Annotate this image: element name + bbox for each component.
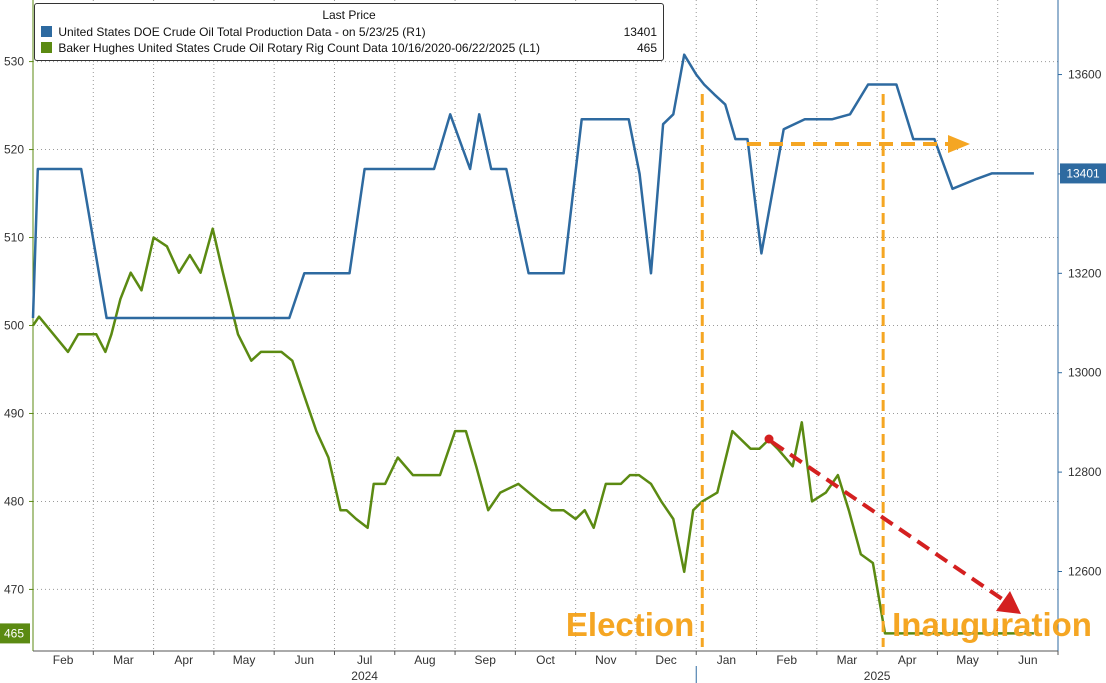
right-axis: 12600128001300013200134001360013401 [1057,0,1106,651]
month-label: May [956,653,979,667]
month-label: Apr [898,653,917,667]
left-tick-label: 500 [4,319,24,333]
legend-value-rig-count: 465 [636,41,657,55]
month-label: Jul [357,653,372,667]
legend-swatch-production [41,26,52,37]
year-label: 2024 [351,669,378,683]
month-label: Mar [113,653,134,667]
month-label: Apr [174,653,193,667]
right-tick-label: 13600 [1068,68,1102,82]
month-label: Feb [776,653,797,667]
month-label: Jun [295,653,314,667]
right-tick-label: 13200 [1068,266,1102,280]
flat-trend-arrowhead [948,135,970,153]
left-axis: 470 480 490 500 510 520 530 465 [0,0,34,651]
left-tick-label: 510 [4,231,24,245]
legend-swatch-rig-count [41,42,52,53]
legend: Last Price United States DOE Crude Oil T… [34,3,664,61]
left-tick-label: 470 [4,582,24,596]
month-label: Jun [1018,653,1037,667]
legend-label-rig-count: Baker Hughes United States Crude Oil Rot… [58,41,540,55]
rig-count-last-value-text: 465 [4,626,24,640]
month-label: Sep [475,653,497,667]
month-label: Nov [595,653,616,667]
production-line [31,53,1034,320]
right-tick-label: 12600 [1068,564,1102,578]
election-label: Election [566,606,694,643]
decline-arrowhead [996,591,1021,614]
decline-arrow-start-dot [764,434,774,444]
month-label: Feb [53,653,74,667]
annotation-layer: Election Inauguration [566,94,1092,647]
rig-count-last-value-flag [0,623,30,644]
left-tick-label: 530 [4,55,24,69]
legend-entry-production: United States DOE Crude Oil Total Produc… [41,25,657,41]
year-label: 2025 [864,669,891,683]
grid [33,0,1059,651]
left-tick-label: 480 [4,494,24,508]
production-last-value-text: 13401 [1066,166,1100,180]
month-label: Dec [655,653,676,667]
right-tick-label: 12800 [1068,465,1102,479]
x-axis: Feb Mar Apr May Jun Jul Aug Sep Oct Nov Dec Jan Feb M… [33,650,1059,683]
decline-arrow-line [770,440,1007,603]
left-tick-label: 520 [4,143,24,157]
legend-label-production: United States DOE Crude Oil Total Produc… [58,25,426,39]
month-label: May [233,653,256,667]
month-label: Jan [717,653,736,667]
month-label: Oct [536,653,555,667]
legend-entry-rig-count: Baker Hughes United States Crude Oil Rot… [41,41,657,57]
legend-value-production: 13401 [623,25,657,39]
month-label: Aug [414,653,435,667]
legend-title: Last Price [322,8,376,22]
series-layer [31,53,1034,635]
production-last-value-flag [1060,163,1106,184]
month-label: Mar [837,653,858,667]
left-tick-label: 490 [4,406,24,420]
inauguration-label: Inauguration [892,606,1092,643]
rig-count-line [31,227,1034,635]
right-tick-label: 13000 [1068,366,1102,380]
